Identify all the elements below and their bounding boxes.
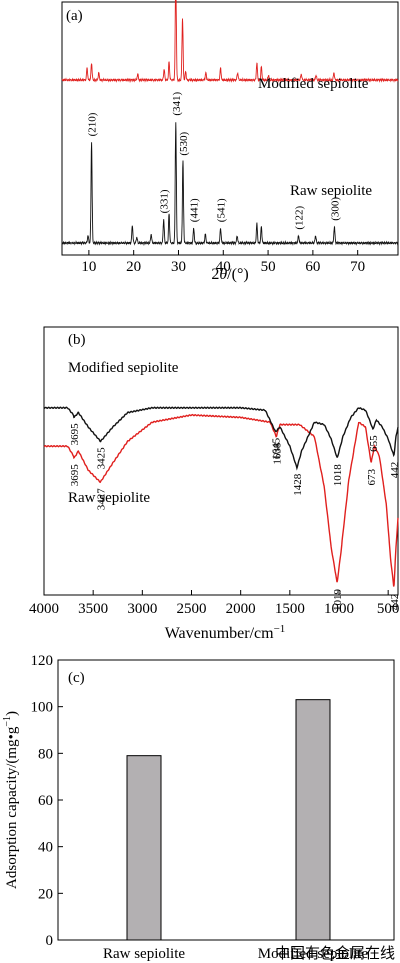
panel-a-x-axis-label: 2θ/(°) <box>211 266 248 283</box>
x-tick-label: 2500 <box>177 601 207 617</box>
ftir-peak-label: 1019 <box>332 589 344 612</box>
panel-b: (b) 4000 3500 3000 2500 2000 1500 1000 500 3695… <box>29 326 400 642</box>
bar <box>295 699 331 941</box>
xrd-peak-label: (210) <box>87 112 99 136</box>
x-tick-label: 4000 <box>29 601 59 617</box>
xrd-peak-label: (341) <box>171 91 183 115</box>
xrd-peak-label: (331) <box>159 189 171 213</box>
x-tick-label: 60 <box>305 259 320 275</box>
x-tick-label: 20 <box>126 259 141 275</box>
panel-a-x-tick-labels: 10 20 30 40 50 60 70 <box>81 259 365 275</box>
x-tick-label: 2000 <box>226 601 256 617</box>
xrd-peak-label: (441) <box>189 198 201 222</box>
panel-a-label: (a) <box>66 8 83 24</box>
xrd-line-raw-sepiolite <box>61 122 399 246</box>
x-category-label: Modified sepiolite <box>258 946 369 962</box>
panel-c-label: (c) <box>68 670 85 686</box>
panel-c-frame <box>57 659 395 941</box>
panel-c-bars <box>126 699 331 941</box>
panel-b-x-axis-label: Wavenumber/cm−1 <box>165 623 286 642</box>
ftir-line-modified-sepiolite <box>43 413 399 587</box>
watermark: 中国有色金属在线 <box>275 945 395 962</box>
x-tick-label: 70 <box>350 259 365 275</box>
xrd-peak-label: (530) <box>178 131 190 155</box>
panel-c-y-tick-labels: 0 20 40 60 80 100 120 <box>31 653 54 949</box>
x-category-label: Raw sepiolite <box>103 946 185 962</box>
ftir-peak-label: 442 <box>389 462 400 479</box>
panel-b-x-ticks <box>43 590 389 595</box>
panel-a-peak-labels: (210) (331) (341) (530) (441) (541) (122) (300) <box>87 91 342 229</box>
panel-b-x-tick-labels: 4000 3500 3000 2500 2000 1500 1000 500 <box>29 601 399 617</box>
y-tick-label: 0 <box>46 933 54 949</box>
ftir-peak-label: 1428 <box>292 473 304 496</box>
x-tick-label: 500 <box>377 601 400 617</box>
panel-c-y-axis-label: Adsorption capacity/(mg•g−1) <box>2 711 20 889</box>
x-tick-label: 3000 <box>127 601 157 617</box>
legend-raw-sepiolite-xrd: Raw sepiolite <box>290 183 372 199</box>
x-tick-label: 10 <box>81 259 96 275</box>
x-tick-label: 40 <box>216 259 231 275</box>
y-tick-label: 20 <box>38 886 53 902</box>
xrd-peak-label: (541) <box>216 198 228 222</box>
panel-c: (c) 0 20 40 60 80 100 120 Raw sepiolite Modifie… <box>2 653 395 962</box>
x-tick-label: 3500 <box>78 601 108 617</box>
ftir-peak-label: 1018 <box>332 464 344 487</box>
xrd-peak-label: (300) <box>329 197 341 221</box>
ftir-peak-label: 1638 <box>271 442 283 465</box>
xrd-line-modified-sepiolite <box>61 0 399 83</box>
panel-b-label: (b) <box>68 332 86 348</box>
y-tick-label: 60 <box>38 793 53 809</box>
ftir-line-raw-sepiolite <box>43 406 399 471</box>
ftir-peak-label: 3695 <box>69 423 81 446</box>
y-tick-label: 100 <box>31 700 54 716</box>
legend-raw-sepiolite-ftir: Raw sepiolite <box>68 490 150 506</box>
panel-b-peak-labels: 3695 3427 1638 1019 673 442 3695 3425 1645 1428 10… <box>69 423 400 611</box>
ftir-peak-label: 655 <box>368 435 380 452</box>
panel-c-category-labels: Raw sepiolite Modified sepiolite <box>103 946 369 962</box>
ftir-peak-label: 3695 <box>69 464 81 487</box>
panel-a: (a) 10 20 30 40 50 60 70 (210)(331)(341)(530)(… <box>61 0 399 283</box>
ftir-peak-label: 3427 <box>95 488 107 511</box>
x-tick-label: 1500 <box>275 601 305 617</box>
legend-modified-sepiolite-ftir: Modified sepiolite <box>68 360 179 376</box>
y-tick-label: 40 <box>38 840 53 856</box>
ftir-peak-label: 673 <box>366 469 378 486</box>
y-tick-label: 120 <box>31 653 54 669</box>
x-tick-label: 1000 <box>324 601 354 617</box>
panel-a-frame <box>61 1 399 256</box>
ftir-peak-label: 442 <box>389 594 400 611</box>
bar <box>126 755 162 941</box>
panel-b-frame <box>43 326 399 596</box>
x-tick-label: 50 <box>261 259 276 275</box>
panel-a-x-ticks <box>88 250 359 255</box>
ftir-peak-label: 3425 <box>96 447 108 470</box>
y-tick-label: 80 <box>38 746 53 762</box>
ftir-peak-label: 1645 <box>271 437 283 460</box>
x-tick-label: 30 <box>171 259 186 275</box>
panel-c-y-ticks <box>58 659 63 941</box>
xrd-peak-label: (122) <box>294 205 306 229</box>
legend-modified-sepiolite-xrd: Modified sepiolite <box>258 76 369 92</box>
